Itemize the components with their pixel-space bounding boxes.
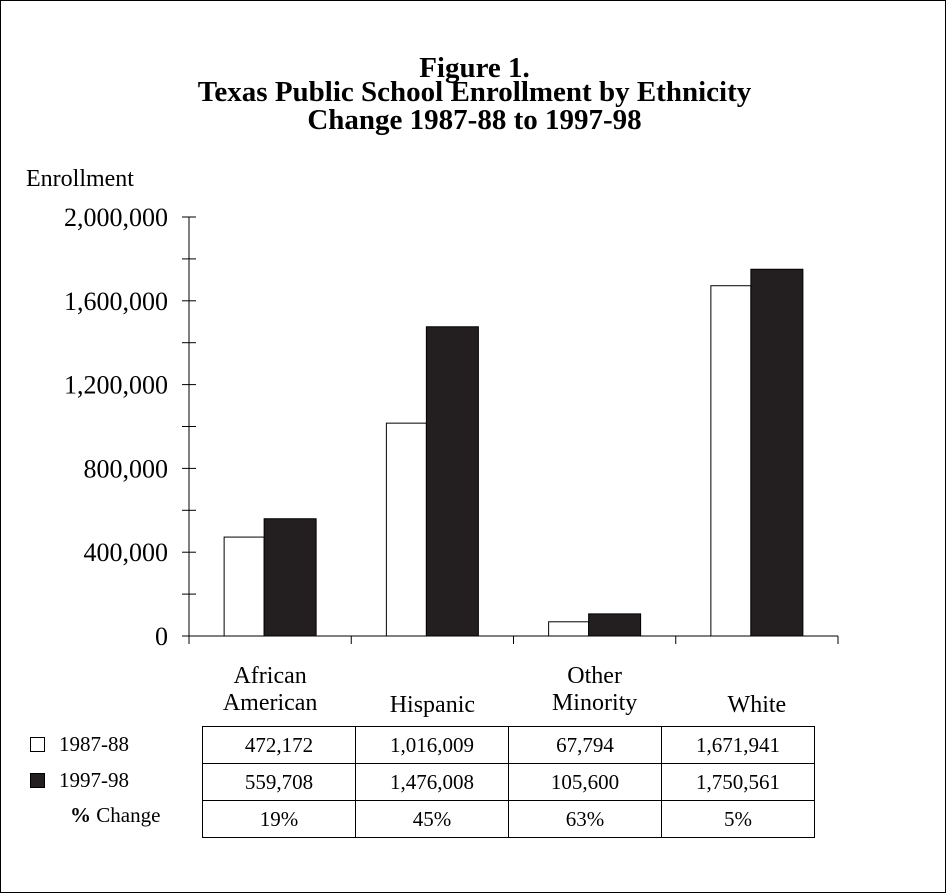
table-cell: 559,708 [202, 763, 356, 801]
table-cell: 5% [661, 800, 815, 838]
table-cell: 1,750,561 [661, 763, 815, 801]
table-cell: 63% [508, 800, 662, 838]
y-tick-label: 0 [155, 622, 168, 651]
legend-row-1997: 1997-98 [30, 762, 129, 798]
table-cell: 45% [355, 800, 509, 838]
bar-1987-88-1 [385, 422, 427, 637]
table-cell: 67,794 [508, 726, 662, 764]
legend-label-1987-88: 1987-88 [59, 732, 129, 756]
change-label-percent: % [70, 803, 91, 827]
y-axis-label: Enrollment [26, 166, 134, 192]
chart-title-line-1: Figure 1. [419, 52, 530, 84]
change-row-label: % Change [70, 797, 160, 833]
table-row-1987-88: 472,172 1,016,009 67,794 1,671,941 [202, 726, 815, 764]
table-row-percent-change: 19% 45% 63% 5% [202, 800, 815, 838]
bar-1997-98-1 [425, 326, 479, 637]
data-table: 472,172 1,016,009 67,794 1,671,941 559,7… [202, 726, 815, 838]
table-cell: 1,671,941 [661, 726, 815, 764]
x-category-label: Other [567, 663, 622, 689]
bar-chart: Enrollment 0 400,000 800,000 1,200,000 1,600,… [26, 166, 839, 718]
y-tick-label: 800,000 [84, 454, 169, 483]
x-category-label: African [233, 663, 306, 689]
y-tick-label: 2,000,000 [64, 203, 168, 232]
table-cell: 1,016,009 [355, 726, 509, 764]
y-tick-label: 400,000 [84, 538, 169, 567]
x-category-label: White [728, 692, 787, 718]
table-cell: 19% [202, 800, 356, 838]
legend-swatch-1987-88 [30, 737, 45, 752]
y-tick-label: 1,600,000 [64, 287, 168, 316]
bar-1987-88-0 [223, 536, 265, 637]
y-tick-label: 1,200,000 [64, 371, 168, 400]
bar-1997-98-2 [588, 613, 642, 637]
table-row-1997-98: 559,708 1,476,008 105,600 1,750,561 [202, 763, 815, 801]
legend-row-1987: 1987-88 [30, 726, 129, 762]
table-cell: 472,172 [202, 726, 356, 764]
chart-title-line-3: Change 1987-88 to 1997-98 [307, 104, 642, 136]
x-category-label: Minority [552, 690, 637, 716]
x-category-label: American [223, 690, 318, 716]
chart-title-line-2: Texas Public School Enrollment by Ethnic… [197, 76, 752, 108]
bar-1997-98-0 [263, 518, 317, 637]
bar-1987-88-2 [548, 621, 590, 637]
table-cell: 105,600 [508, 763, 662, 801]
change-label-text: Change [91, 803, 161, 827]
x-category-label: Hispanic [390, 692, 475, 718]
legend-label-1997-98: 1997-98 [59, 768, 129, 792]
table-cell: 1,476,008 [355, 763, 509, 801]
bar-1987-88-3 [710, 285, 752, 637]
bar-1997-98-3 [750, 268, 804, 637]
legend-swatch-1997-98 [30, 773, 45, 788]
